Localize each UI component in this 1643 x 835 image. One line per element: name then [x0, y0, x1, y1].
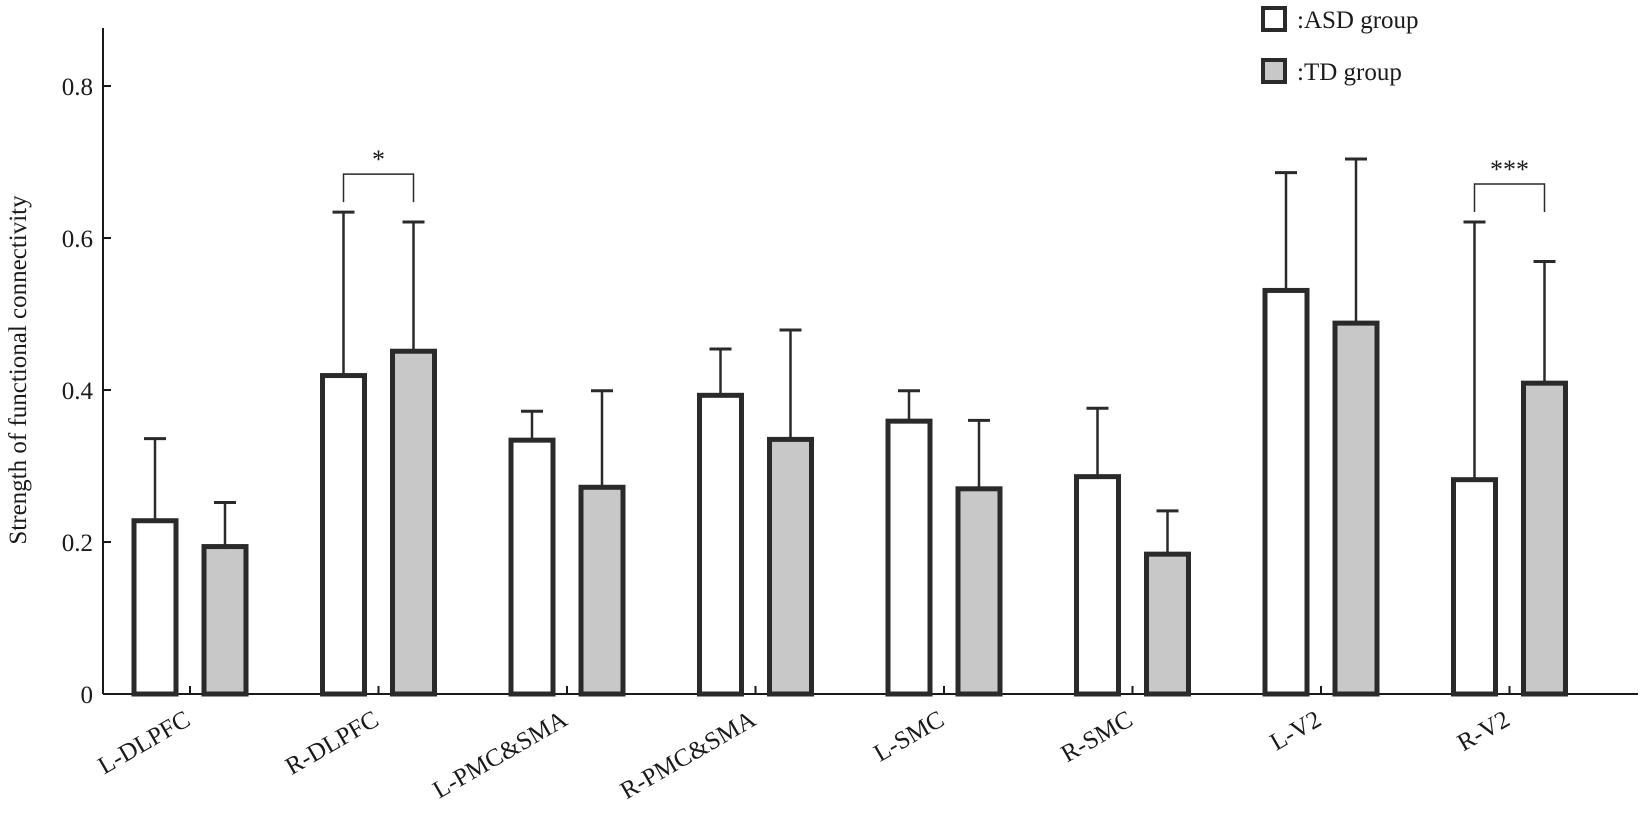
x-tick-label: R-PMC&SMA: [616, 706, 761, 805]
legend: :ASD group :TD group: [1261, 6, 1419, 86]
bar: [1521, 380, 1568, 697]
significance-bracket: [342, 173, 415, 203]
x-tick-label: R-SMC: [1057, 706, 1138, 768]
x-tick-label: L-SMC: [869, 706, 949, 768]
y-tick-label: 0.4: [62, 378, 94, 405]
bar: [131, 518, 179, 697]
bar: [955, 486, 1003, 697]
bar: [885, 418, 933, 697]
bar: [201, 544, 249, 697]
x-tick-label: R-V2: [1453, 706, 1515, 757]
y-tick-label: 0.6: [62, 226, 93, 253]
legend-label: :TD group: [1297, 59, 1402, 86]
error-bars: [144, 157, 1556, 555]
bar: [578, 484, 626, 697]
y-tick-label: 0.8: [62, 74, 93, 101]
legend-swatch: [1261, 6, 1287, 32]
bar: [1074, 474, 1121, 697]
bar: [320, 373, 367, 697]
bar: [390, 348, 437, 697]
bar: [508, 437, 556, 697]
x-axis: L-DLPFC R-DLPFC L-PMC&SMA R-PMC&SMA L-SMC R-S…: [94, 686, 1638, 805]
y-axis-title: Strength of functional connectivity: [5, 195, 32, 545]
bars: [131, 287, 1568, 697]
significance-marker: *: [372, 145, 385, 174]
legend-label: :ASD group: [1297, 7, 1419, 34]
significance-bracket: [1473, 183, 1546, 213]
x-tick-label: L-V2: [1266, 706, 1326, 756]
bar: [1144, 551, 1191, 697]
x-tick-label: L-PMC&SMA: [429, 706, 572, 804]
bar: [1332, 320, 1380, 697]
x-tick-label: R-DLPFC: [281, 706, 384, 781]
significance-annotations: * ***: [342, 145, 1546, 213]
significance-marker: ***: [1490, 155, 1529, 184]
x-tick-label: L-DLPFC: [94, 706, 195, 780]
bar: [767, 436, 814, 697]
y-tick-label: 0.2: [62, 530, 93, 557]
legend-swatch: [1261, 58, 1287, 84]
y-tick-label: 0: [81, 682, 94, 709]
bar: [697, 392, 744, 697]
bar: [1451, 477, 1498, 697]
y-axis: 0 0.2 0.4 0.6 0.8: [62, 28, 111, 709]
bar: [1262, 287, 1310, 697]
